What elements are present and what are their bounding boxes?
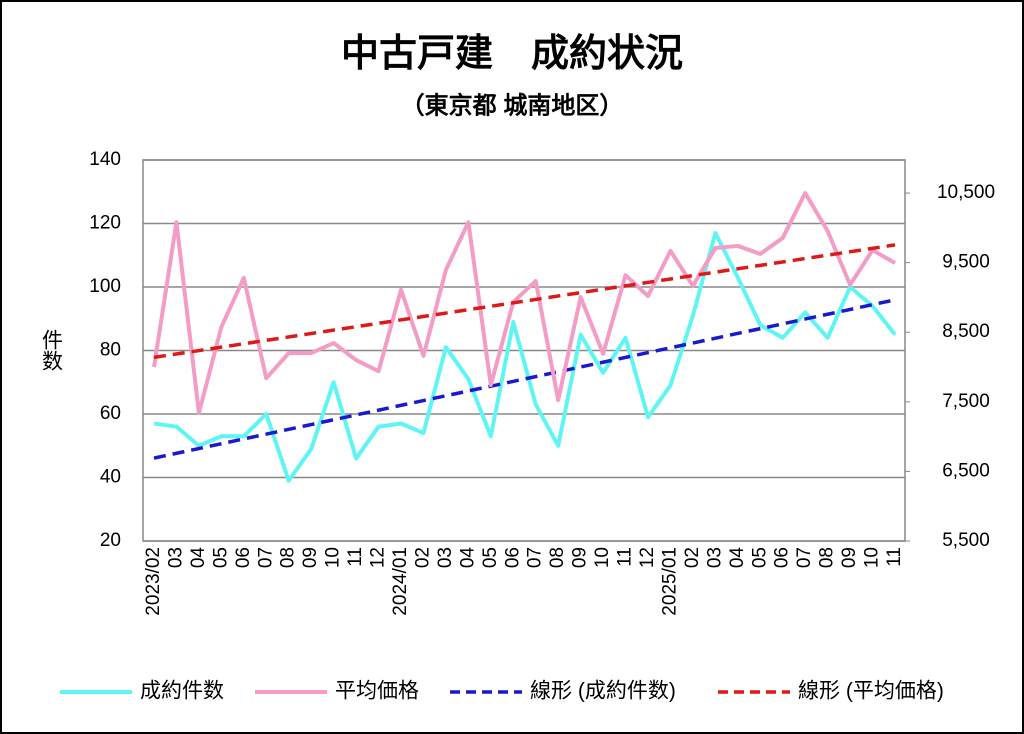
x-tick-label: 11 (884, 547, 905, 567)
y2-tick-label: 8,500 (942, 321, 990, 342)
y-tick-label: 120 (89, 213, 121, 234)
legend-label: 線形 (成約件数) (530, 680, 676, 703)
x-tick-label: 04 (188, 547, 209, 569)
trend-line (153, 298, 896, 460)
x-tick-label: 02 (412, 547, 433, 568)
y2-tick-label: 7,500 (942, 391, 990, 412)
x-tick-label: 03 (435, 547, 456, 568)
legend-label: 成約件数 (140, 680, 224, 703)
x-tick-label: 06 (233, 547, 254, 568)
chart-subtitle: （東京都 城南地区） (401, 91, 624, 119)
x-tick-label: 09 (570, 547, 591, 568)
y-tick-label: 60 (100, 403, 121, 424)
x-tick-label: 2025/01 (659, 547, 680, 616)
x-tick-label: 04 (457, 547, 478, 569)
y-tick-label: 140 (89, 149, 121, 170)
y-axis-label: 件数 (39, 329, 63, 371)
x-tick-label: 12 (637, 547, 658, 568)
x-tick-label: 04 (727, 547, 748, 569)
y2-tick-label: 10,500 (937, 182, 995, 203)
x-tick-label: 03 (704, 547, 725, 568)
y-tick-label: 80 (100, 340, 121, 361)
y-tick-label: 20 (100, 530, 121, 551)
x-tick-label: 07 (255, 547, 276, 568)
x-tick-label: 10 (592, 547, 613, 568)
x-tick-label: 07 (525, 547, 546, 568)
x-tick-label: 2024/01 (390, 547, 411, 616)
x-tick-label: 12 (368, 547, 389, 568)
x-tick-label: 10 (862, 547, 883, 568)
plot-border (142, 159, 906, 542)
x-tick-label: 2023/02 (143, 547, 164, 616)
y2-tick-label: 6,500 (942, 460, 990, 481)
y-tick-label: 40 (100, 467, 121, 488)
series-line (153, 231, 897, 483)
legend-label: 線形 (平均価格) (798, 680, 944, 703)
x-tick-label: 07 (794, 547, 815, 568)
x-tick-label: 05 (480, 547, 501, 568)
chart-title: 中古戸建 成約状況 (341, 33, 683, 75)
trend-line (153, 243, 896, 360)
series-line (152, 191, 896, 415)
x-tick-label: 06 (772, 547, 793, 568)
x-tick-label: 02 (682, 547, 703, 568)
legend-label: 平均価格 (335, 680, 419, 703)
x-tick-label: 05 (749, 547, 770, 568)
x-tick-label: 03 (165, 547, 186, 568)
x-tick-label: 09 (839, 547, 860, 568)
x-tick-label: 09 (300, 547, 321, 568)
x-tick-label: 11 (615, 547, 636, 567)
x-tick-label: 10 (323, 547, 344, 568)
x-tick-label: 08 (817, 547, 838, 568)
y2-tick-label: 5,500 (942, 530, 990, 551)
y-tick-label: 100 (89, 276, 121, 297)
y2-tick-label: 9,500 (942, 252, 990, 273)
x-tick-label: 08 (278, 547, 299, 568)
x-tick-label: 05 (210, 547, 231, 568)
x-tick-label: 08 (547, 547, 568, 568)
x-tick-label: 11 (345, 547, 366, 567)
x-tick-label: 06 (502, 547, 523, 568)
